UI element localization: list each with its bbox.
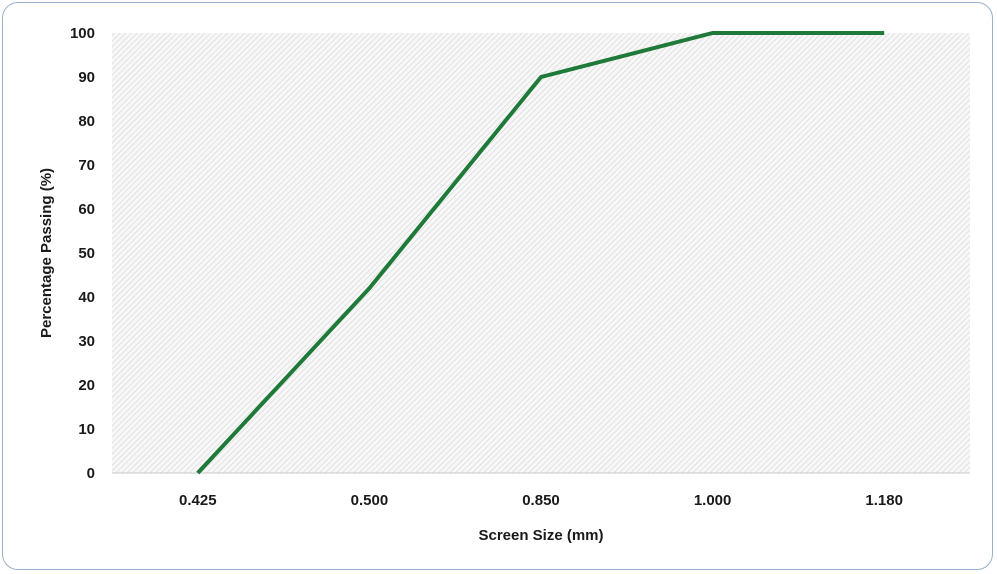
y-tick-labels: 0 10 20 30 40 50 60 70 80 90 100 <box>70 25 95 482</box>
y-tick-label: 60 <box>78 201 95 218</box>
x-tick-label: 0.850 <box>522 492 560 509</box>
y-tick-label: 90 <box>78 69 95 86</box>
series-layer <box>196 31 885 475</box>
y-tick-label: 40 <box>78 289 95 306</box>
y-tick-label: 70 <box>78 157 95 174</box>
series-line <box>196 31 885 475</box>
y-tick-label: 0 <box>87 465 95 482</box>
y-tick-label: 10 <box>78 421 95 438</box>
x-axis-title: Screen Size (mm) <box>478 527 603 544</box>
x-tick-label: 1.180 <box>865 492 903 509</box>
y-tick-label: 50 <box>78 245 95 262</box>
x-tick-label: 1.000 <box>694 492 732 509</box>
y-axis-title: Percentage Passing (%) <box>38 168 55 338</box>
y-tick-label: 20 <box>78 377 95 394</box>
plot-area <box>112 33 970 473</box>
y-tick-label: 30 <box>78 333 95 350</box>
x-tick-labels: 0.425 0.500 0.850 1.000 1.180 <box>179 492 903 509</box>
y-tick-label: 80 <box>78 113 95 130</box>
x-tick-label: 0.500 <box>351 492 389 509</box>
x-tick-label: 0.425 <box>179 492 217 509</box>
y-tick-label: 100 <box>70 25 95 42</box>
